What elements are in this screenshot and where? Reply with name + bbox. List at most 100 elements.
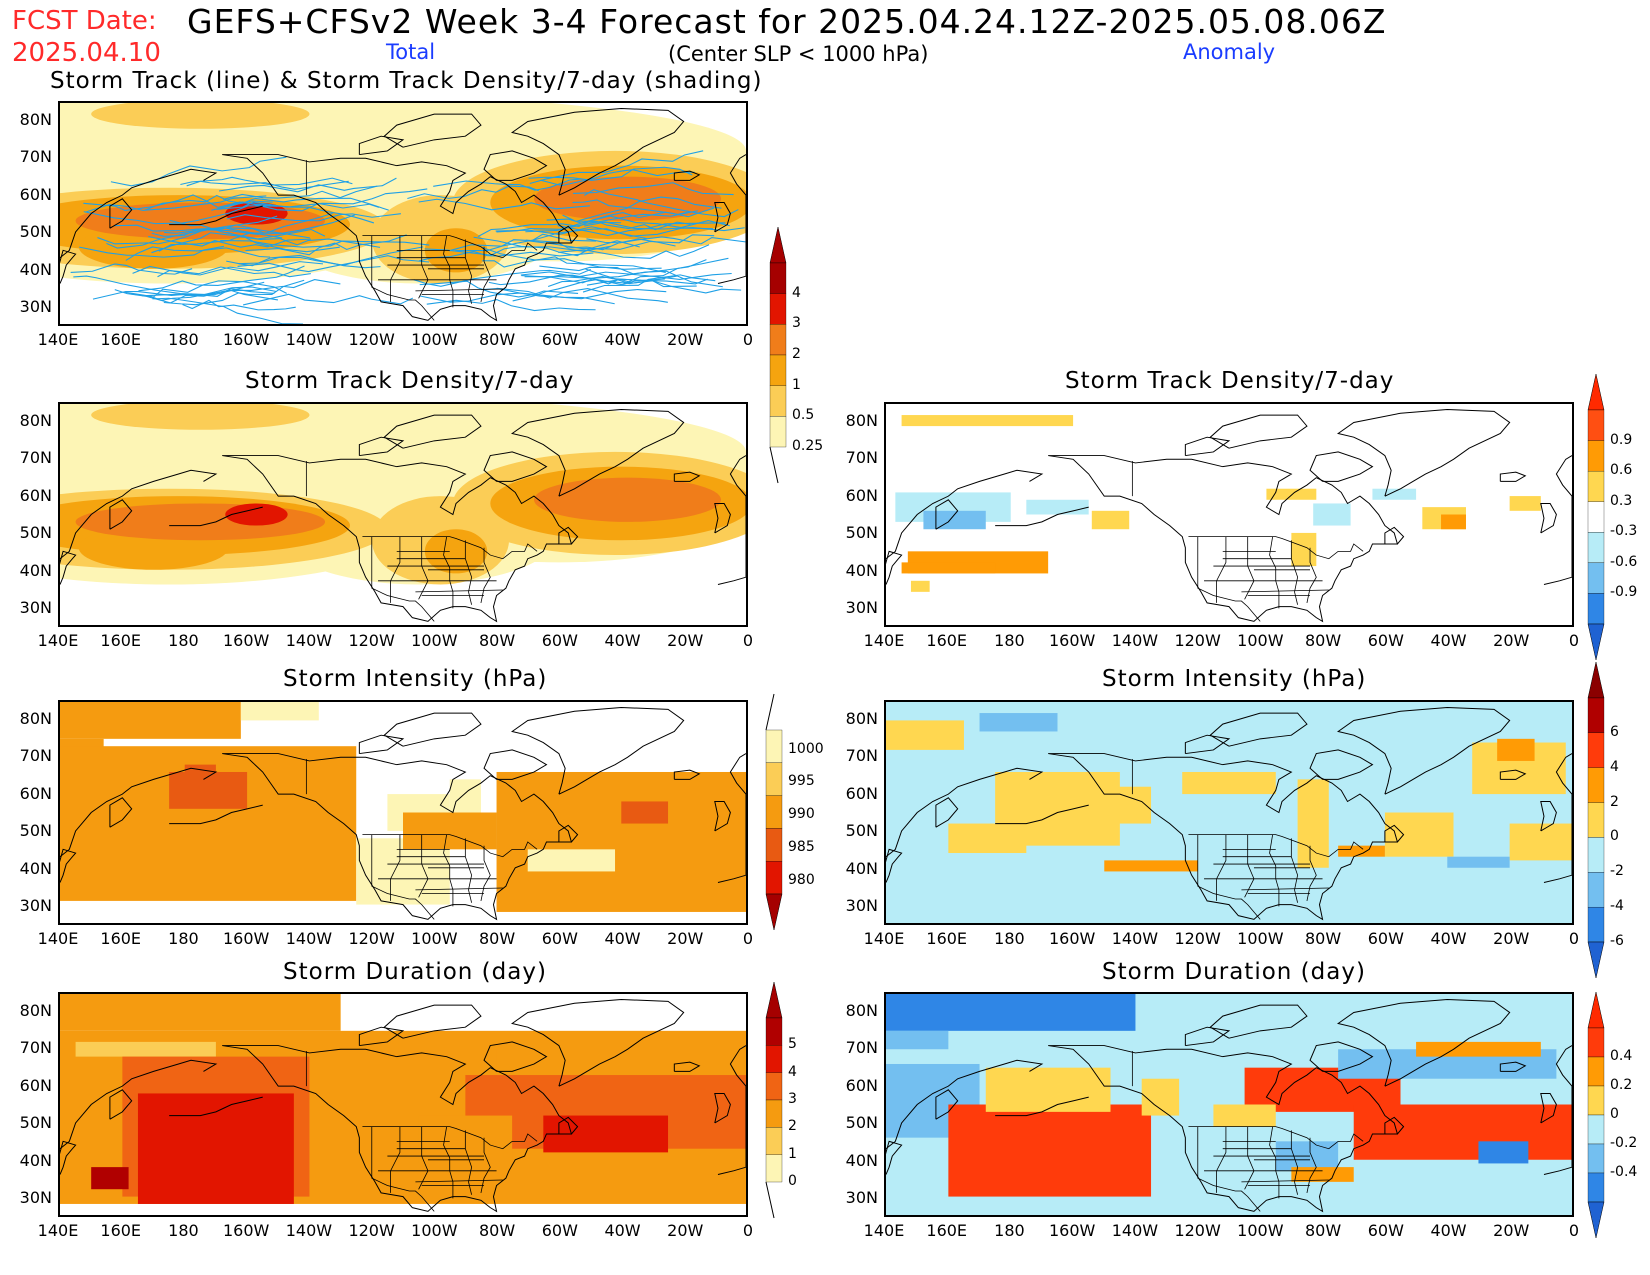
lon-label: 20W — [667, 631, 704, 650]
lon-label: 0 — [1568, 631, 1580, 650]
lon-label: 120W — [1174, 1221, 1221, 1240]
colorbar-label: 4 — [792, 284, 801, 301]
lon-label: 160E — [926, 631, 968, 650]
lat-label: 70N — [845, 746, 878, 766]
colorbar-label: 0 — [1610, 828, 1619, 845]
colorbar-swatch — [769, 416, 787, 448]
lon-label: 40W — [1430, 929, 1467, 948]
lon-label: 100W — [1237, 929, 1284, 948]
lon-label: 0 — [1568, 1221, 1580, 1240]
lon-label: 20W — [667, 929, 704, 948]
lon-label: 80W — [1304, 929, 1342, 948]
lon-label: 160E — [100, 1221, 142, 1240]
duration-total-colorbar — [764, 980, 784, 1224]
colorbar-label: -0.6 — [1610, 553, 1638, 570]
colorbar-swatch — [1587, 1085, 1605, 1116]
colorbar-label: 990 — [788, 806, 815, 823]
lat-label: 80N — [845, 1000, 878, 1020]
forecast-date: 2025.04.10 — [12, 38, 161, 68]
lon-label: 140W — [285, 330, 333, 349]
lon-label: 140W — [1111, 631, 1159, 650]
lon-label: 100W — [1237, 631, 1284, 650]
duration-anomaly-colorbar — [1586, 990, 1606, 1244]
lat-label: 80N — [845, 410, 878, 430]
lon-label: 140E — [863, 929, 905, 948]
lat-label: 70N — [19, 147, 52, 167]
colorbar-label: 1 — [788, 1145, 797, 1162]
colorbar-swatch — [765, 1045, 783, 1073]
colorbar-label: -0.2 — [1610, 1135, 1638, 1151]
lat-label: 70N — [19, 1038, 52, 1058]
lon-label: 160W — [222, 330, 270, 349]
colorbar-swatch — [765, 1154, 783, 1183]
lat-label: 80N — [19, 410, 52, 430]
lat-label: 50N — [845, 523, 878, 543]
lon-label: 100W — [411, 330, 458, 349]
colorbar-label: -0.3 — [1610, 523, 1638, 540]
lon-label: 140W — [1111, 929, 1159, 948]
lon-label: 180 — [994, 631, 1025, 650]
lat-label: 80N — [19, 708, 52, 728]
lon-label: 160W — [1048, 631, 1096, 650]
lon-label: 160W — [222, 1221, 270, 1240]
lon-label: 0 — [1568, 929, 1580, 948]
lon-label: 140W — [285, 1221, 333, 1240]
lon-label: 160W — [1048, 1221, 1096, 1240]
colorbar-label: -4 — [1610, 898, 1624, 915]
density-total-title: Storm Track Density/7-day — [245, 368, 575, 394]
colorbar-label: -0.4 — [1610, 1164, 1638, 1180]
colorbar-swatch — [765, 1017, 783, 1046]
colorbar-swatch — [765, 861, 783, 895]
lat-label: 70N — [845, 1038, 878, 1058]
colorbar-label: 0 — [1610, 1106, 1619, 1122]
forecast-date-label: FCST Date: — [12, 6, 157, 36]
intensity-total-title: Storm Intensity (hPa) — [283, 666, 548, 692]
lon-label: 180 — [168, 1221, 199, 1240]
colorbar-label: 980 — [788, 871, 815, 888]
lon-label: 20W — [1493, 1221, 1530, 1240]
lon-label: 160E — [926, 929, 968, 948]
lon-label: 140E — [37, 631, 79, 650]
lon-label: 140E — [37, 929, 79, 948]
lon-label: 120W — [348, 631, 395, 650]
colorbar-label: -6 — [1610, 933, 1624, 949]
lon-label: 160E — [100, 330, 142, 349]
colorbar-label: 985 — [788, 839, 815, 856]
lon-label: 100W — [411, 1221, 458, 1240]
lon-label: 180 — [994, 1221, 1025, 1240]
lat-label: 50N — [19, 523, 52, 543]
lon-label: 160W — [1048, 929, 1096, 948]
lon-label: 60W — [1367, 929, 1404, 948]
lat-label: 80N — [19, 109, 52, 129]
colorbar-swatch — [1587, 562, 1605, 594]
lon-label: 0 — [742, 929, 754, 948]
lon-label: 0 — [742, 1221, 754, 1240]
lat-label: 50N — [845, 821, 878, 841]
lon-label: 80W — [1304, 631, 1342, 650]
colorbar-label: 2 — [788, 1118, 797, 1135]
intensity-anomaly-title: Storm Intensity (hPa) — [1102, 666, 1367, 692]
lat-label: 60N — [845, 783, 878, 803]
intensity-anomaly-map — [884, 700, 1574, 925]
lat-label: 30N — [845, 598, 878, 618]
lon-label: 120W — [1174, 929, 1221, 948]
lat-label: 80N — [19, 1000, 52, 1020]
lat-label: 30N — [19, 297, 52, 317]
lon-label: 80W — [478, 330, 516, 349]
colorbar-label: 0.2 — [1610, 1077, 1633, 1093]
lon-label: 180 — [168, 631, 199, 650]
colorbar-label: 3 — [792, 315, 801, 332]
lat-label: 40N — [19, 259, 52, 279]
anomaly-column-label: Anomaly — [1183, 40, 1276, 64]
track-panel-title: Storm Track (line) & Storm Track Density… — [50, 68, 763, 94]
lat-label: 60N — [19, 1075, 52, 1095]
lon-label: 40W — [604, 631, 641, 650]
colorbar-label: -0.9 — [1610, 584, 1638, 601]
duration-total-title: Storm Duration (day) — [283, 959, 547, 985]
lon-label: 140E — [863, 1221, 905, 1240]
lat-label: 70N — [19, 448, 52, 468]
lat-label: 40N — [19, 858, 52, 878]
colorbar-label: 0 — [788, 1173, 797, 1189]
colorbar-swatch — [1587, 1172, 1605, 1203]
lon-label: 180 — [168, 330, 199, 349]
